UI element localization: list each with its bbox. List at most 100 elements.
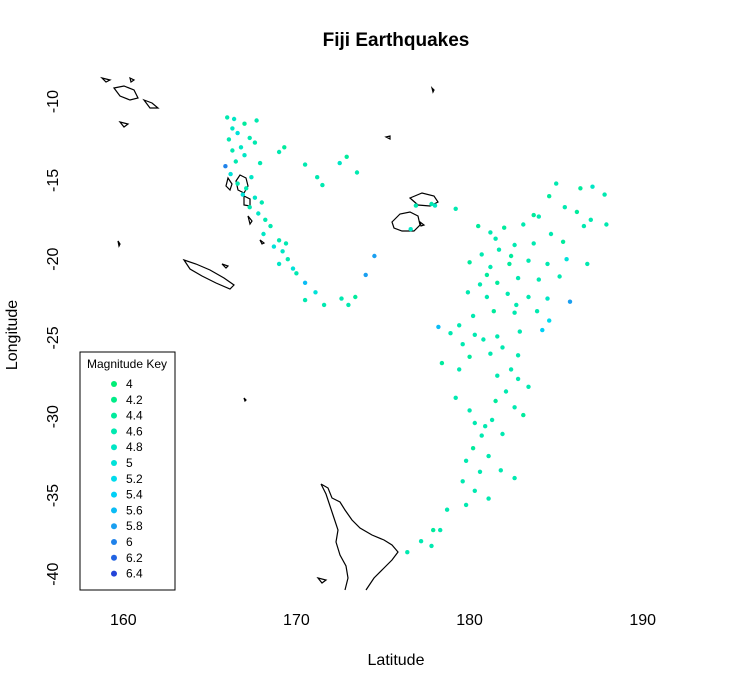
earthquake-point — [244, 186, 249, 191]
earthquake-point — [590, 184, 595, 189]
earthquake-point — [500, 345, 505, 350]
y-tick-label: -25 — [45, 326, 62, 349]
earthquake-point — [526, 384, 531, 389]
earthquake-point — [515, 353, 521, 358]
earthquake-point — [313, 290, 318, 295]
earthquake-point — [545, 296, 550, 301]
earthquake-point — [276, 238, 282, 243]
earthquake-point — [429, 201, 434, 207]
earthquake-point — [320, 182, 325, 188]
legend-swatch — [111, 554, 117, 561]
earthquake-point — [259, 200, 264, 205]
legend-label: 4.6 — [126, 424, 143, 438]
earthquake-point — [548, 231, 554, 237]
earthquake-point — [354, 170, 360, 175]
earthquake-point — [252, 140, 258, 145]
y-axis-title: Longitude — [4, 300, 21, 370]
earthquake-point — [436, 324, 441, 330]
new-caledonia-coast — [182, 258, 235, 290]
earthquake-point — [495, 334, 500, 339]
earthquake-point — [484, 272, 490, 278]
earthquake-point — [574, 209, 580, 215]
legend-label: 5.2 — [126, 472, 143, 486]
earthquake-point — [521, 412, 526, 418]
earthquake-point — [230, 148, 235, 153]
earthquake-point — [567, 299, 573, 304]
earthquake-point — [536, 214, 541, 219]
earthquake-point — [493, 398, 498, 404]
earthquake-point — [418, 539, 424, 544]
earthquake-point — [512, 310, 517, 315]
earthquake-point — [508, 367, 514, 372]
earthquake-point — [302, 280, 308, 285]
x-tick-label: 170 — [283, 612, 310, 629]
earthquake-point — [581, 223, 587, 229]
earthquake-point — [344, 154, 349, 159]
earthquake-point — [479, 252, 484, 257]
earthquake-point — [534, 309, 540, 314]
y-axis: -10 -15 -20 -25 -30 -35 -40 — [45, 90, 62, 586]
legend-box — [79, 351, 176, 591]
earthquake-point — [448, 331, 453, 336]
earthquake-point — [481, 337, 486, 342]
earthquake-point — [585, 261, 590, 267]
earthquake-point — [276, 149, 282, 155]
earthquake-point — [489, 417, 495, 423]
earthquake-point — [282, 145, 287, 150]
earthquake-point — [294, 271, 299, 276]
earthquake-point — [238, 145, 244, 150]
earthquake-point — [470, 446, 476, 451]
earthquake-point — [268, 223, 273, 229]
legend-title: Magnitude Key — [87, 357, 167, 371]
earthquake-point — [240, 192, 245, 197]
earthquake-point — [491, 309, 496, 314]
earthquake-point — [302, 297, 308, 303]
legend-label: 5.4 — [126, 488, 143, 502]
y-tick-label: -40 — [45, 563, 62, 586]
vanuatu-coast — [225, 174, 251, 207]
earthquake-point — [508, 253, 514, 259]
earthquake-point — [502, 225, 507, 230]
earthquake-point — [453, 395, 458, 400]
earthquake-point — [439, 360, 445, 366]
legend-label: 5.8 — [126, 519, 143, 533]
earthquake-point — [465, 290, 471, 295]
earthquake-points — [223, 115, 609, 555]
earthquake-point — [231, 116, 237, 122]
earthquake-point — [321, 302, 327, 308]
earthquake-point — [337, 160, 342, 166]
earthquake-point — [496, 247, 502, 252]
solomon-coast — [112, 85, 160, 128]
legend-label: 6 — [126, 535, 133, 549]
legend-swatch — [111, 381, 117, 387]
earthquake-point — [500, 431, 505, 437]
earthquake-point — [531, 241, 536, 246]
earthquake-point — [512, 475, 517, 481]
legend-label: 6.2 — [126, 551, 143, 565]
earthquake-point — [444, 507, 450, 512]
earthquake-point — [512, 242, 517, 248]
earthquake-point — [460, 342, 465, 347]
earthquake-point — [429, 543, 434, 549]
earthquake-point — [242, 153, 247, 158]
earthquake-point — [493, 236, 498, 241]
x-tick-label: 160 — [110, 612, 137, 629]
legend-swatch — [111, 570, 117, 577]
earthquake-point — [472, 488, 477, 493]
earthquake-point — [252, 195, 258, 200]
earthquake-point — [578, 186, 583, 191]
x-tick-label: 180 — [456, 612, 483, 629]
earthquake-point — [467, 260, 472, 265]
earthquake-point — [457, 323, 462, 328]
y-tick-label: -30 — [45, 405, 62, 428]
earthquake-point — [557, 274, 562, 279]
earthquake-point — [256, 211, 261, 216]
earthquake-point — [280, 249, 285, 254]
earthquake-point — [247, 135, 252, 141]
earthquake-point — [261, 231, 266, 237]
earthquake-point — [463, 502, 469, 508]
earthquake-point — [242, 121, 247, 126]
earthquake-point — [228, 171, 233, 177]
earthquake-point — [235, 130, 240, 136]
earthquake-point — [531, 212, 536, 218]
